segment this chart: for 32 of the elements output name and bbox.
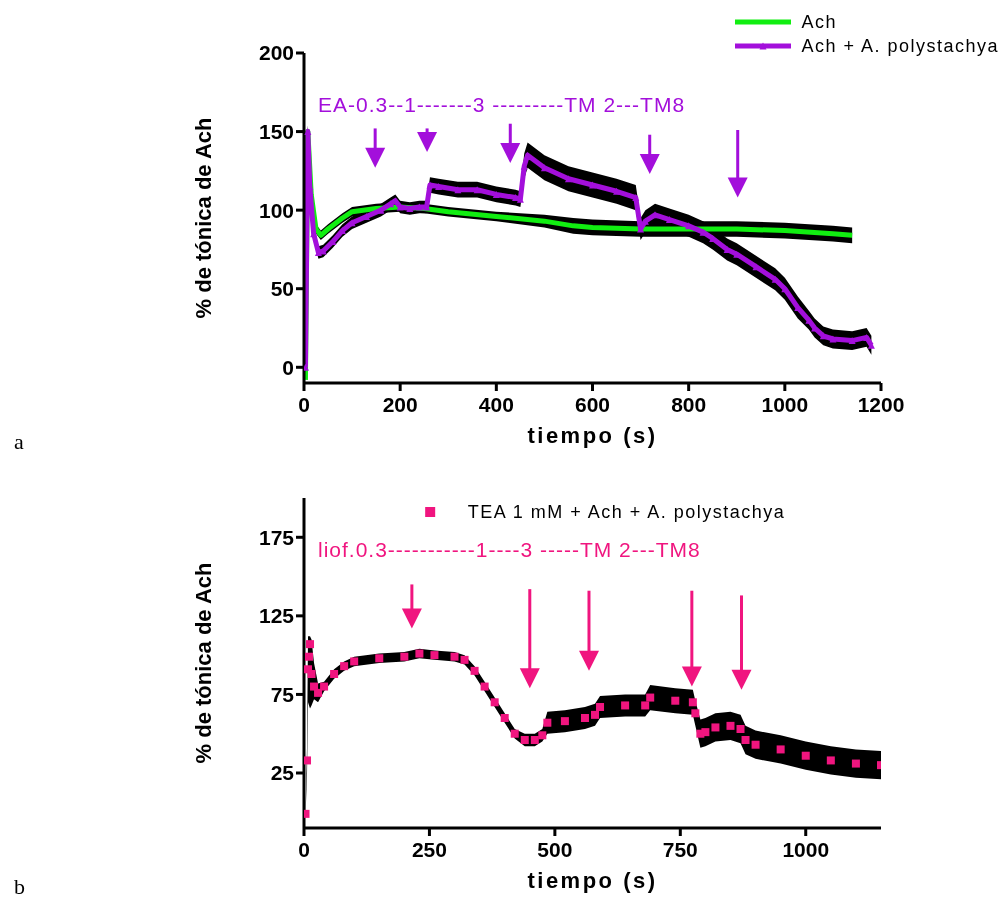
- x-tick-label: 0: [298, 837, 310, 861]
- legend-label: Ach: [801, 11, 837, 33]
- y-axis-title: % de tónica de Ach: [191, 562, 217, 764]
- legend-label: TEA 1 mM + Ach + A. polystachya: [467, 501, 786, 523]
- text: b: [14, 874, 25, 900]
- legend-label: Ach + A. polystachya: [801, 35, 999, 57]
- x-tick-label: 1000: [782, 837, 830, 861]
- x-axis-title: tiempo (s): [527, 423, 658, 449]
- x-tick-label: 800: [671, 392, 707, 416]
- text: a: [14, 429, 24, 455]
- y-tick-label: 100: [258, 198, 294, 222]
- x-tick-label: 600: [574, 392, 611, 416]
- annotation: EA-0.3--1-------3 ---------TM 2---TM8: [318, 93, 686, 117]
- y-tick-label: 50: [270, 277, 294, 301]
- y-tick-label: 125: [258, 604, 295, 628]
- annotation: liof.0.3-----------1----3 -----TM 2---TM8: [318, 538, 701, 562]
- x-tick-label: 200: [382, 392, 418, 416]
- y-tick-label: 0: [282, 355, 294, 379]
- y-tick-label: 175: [258, 525, 295, 549]
- x-tick-label: 0: [298, 392, 310, 416]
- y-tick-label: 200: [258, 41, 294, 65]
- x-tick-label: 500: [537, 837, 573, 861]
- y-tick-label: 150: [258, 120, 294, 144]
- y-tick-label: 25: [270, 761, 295, 785]
- x-tick-label: 1200: [857, 392, 905, 416]
- y-axis-title: % de tónica de Ach: [191, 117, 217, 319]
- x-tick-label: 400: [478, 392, 514, 416]
- y-tick-label: 75: [270, 682, 295, 706]
- x-axis-title: tiempo (s): [527, 868, 658, 894]
- x-tick-label: 1000: [761, 392, 809, 416]
- x-tick-label: 750: [662, 837, 698, 861]
- x-tick-label: 250: [411, 837, 447, 861]
